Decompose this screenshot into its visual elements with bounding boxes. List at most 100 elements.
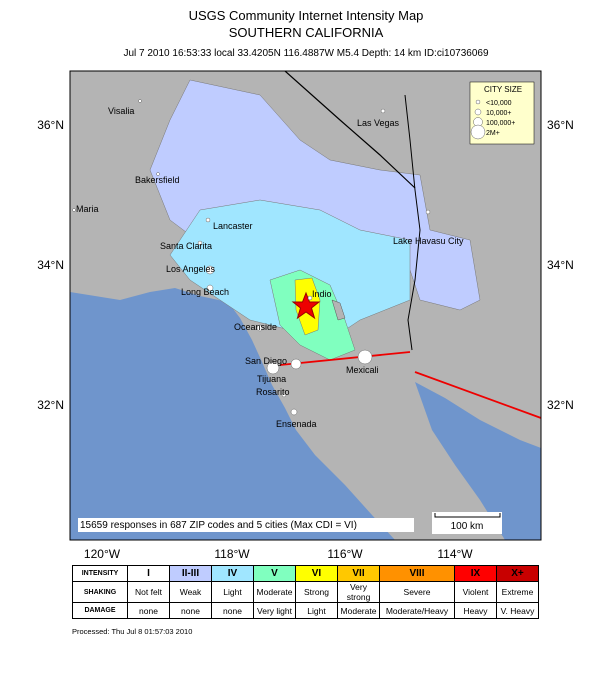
- city-marker: [290, 408, 298, 416]
- city-label: Oceanside: [234, 322, 277, 332]
- lat-label: 34°N: [37, 258, 64, 272]
- city-label: San Diego: [245, 356, 287, 366]
- city-marker: [290, 358, 302, 370]
- legend-cell: I: [127, 565, 170, 582]
- legend-cell: IX: [454, 565, 497, 582]
- state-border: [284, 71, 416, 189]
- city-label: Santa Clarita: [160, 241, 212, 251]
- legend-cell: none: [169, 602, 212, 619]
- legend-cell: X+: [496, 565, 539, 582]
- city-label: Los Angeles: [166, 264, 216, 274]
- size-symbol: [475, 99, 481, 105]
- city-label: Indio: [312, 289, 332, 299]
- city-marker: [156, 172, 160, 176]
- lat-label: 32°N: [37, 398, 64, 412]
- legend-cell: Moderate: [253, 581, 296, 603]
- legend-cell: Light: [211, 581, 254, 603]
- legend-row-label: DAMAGE: [72, 602, 128, 619]
- city-marker: [197, 240, 203, 246]
- subtitle: SOUTHERN CALIFORNIA: [229, 25, 384, 40]
- fault-line: [414, 371, 541, 419]
- city-marker: [425, 209, 431, 215]
- city-label: Visalia: [108, 106, 134, 116]
- city-marker: [256, 324, 264, 332]
- legend-cell: VI: [295, 565, 338, 582]
- city-label: Las Vegas: [357, 118, 400, 128]
- legend-cell: VIII: [379, 565, 455, 582]
- summary: 15659 responses in 687 ZIP codes and 5 c…: [80, 520, 357, 531]
- city-label: Lake Havasu City: [393, 236, 464, 246]
- legend-cell: Very light: [253, 602, 296, 619]
- legend-cell: V: [253, 565, 296, 582]
- legend-row: INTENSITY I II-III IV V VI VII VIII IX X+: [72, 565, 539, 582]
- city-label: Tijuana: [257, 374, 286, 384]
- city-label: Bakersfield: [135, 175, 180, 185]
- legend-cell: V. Heavy: [496, 602, 539, 619]
- size-label: 100,000+: [486, 120, 515, 127]
- size-label: 2M+: [486, 130, 500, 137]
- legend-cell: IV: [211, 565, 254, 582]
- legend-row-label: SHAKING: [72, 581, 128, 603]
- legend-cell: Weak: [169, 581, 212, 603]
- legend-cell: VII: [337, 565, 380, 582]
- lat-label: 34°N: [547, 258, 574, 272]
- scale-label: 100 km: [451, 521, 484, 532]
- city-label: Rosarito: [256, 387, 290, 397]
- ocean: [70, 288, 395, 540]
- city-marker: [138, 99, 142, 103]
- city-marker: [380, 108, 386, 114]
- map-area: [70, 71, 541, 540]
- city-label: Mexicali: [346, 365, 379, 375]
- legend-cell: Moderate/Heavy: [379, 602, 455, 619]
- summary-bg: [78, 518, 414, 532]
- size-symbol: [474, 108, 482, 116]
- legend-row: SHAKING Not felt Weak Light Moderate Strong Ve…: [72, 581, 539, 603]
- city-marker: [205, 265, 215, 275]
- salton-sea: [331, 299, 346, 321]
- city-label: Maria: [76, 204, 99, 214]
- city-marker: [72, 208, 76, 212]
- legend-cell: none: [211, 602, 254, 619]
- legend-cell: Strong: [295, 581, 338, 603]
- title: USGS Community Internet Intensity Map: [189, 8, 424, 23]
- city-marker: [281, 392, 287, 398]
- lat-label: 36°N: [547, 118, 574, 132]
- lat-label: 36°N: [37, 118, 64, 132]
- city-label: Lancaster: [213, 221, 253, 231]
- size-label: <10,000: [486, 100, 512, 107]
- city-marker: [205, 217, 211, 223]
- fault-line: [279, 351, 411, 366]
- legend-cell: Extreme: [496, 581, 539, 603]
- size-label: 10,000+: [486, 110, 512, 117]
- city-marker: [206, 284, 214, 292]
- city-marker: [266, 361, 280, 375]
- legend-cell: Heavy: [454, 602, 497, 619]
- legend-cell: none: [127, 602, 170, 619]
- legend-cell: Severe: [379, 581, 455, 603]
- city-size-title: CITY SIZE: [484, 85, 522, 94]
- city-marker: [357, 349, 373, 365]
- legend-row-label: INTENSITY: [72, 565, 128, 582]
- map-frame: [69, 70, 542, 541]
- legend-row: DAMAGE none none none Very light Light Moderat…: [72, 602, 539, 619]
- lat-label: 32°N: [547, 398, 574, 412]
- lon-label: 114°W: [437, 547, 473, 561]
- legend-cell: Very strong: [337, 581, 380, 603]
- legend-cell: Light: [295, 602, 338, 619]
- legend-cell: Moderate: [337, 602, 380, 619]
- legend-cell: Not felt: [127, 581, 170, 603]
- size-symbol: [470, 124, 486, 140]
- footer: Processed: Thu Jul 8 01:57:03 2010: [72, 627, 192, 636]
- intensity-legend: INTENSITY I II-III IV V VI VII VIII IX X+ SHAKING N…: [72, 565, 539, 619]
- gulf: [415, 382, 541, 540]
- river-border: [404, 94, 421, 351]
- legend-cell: II-III: [169, 565, 212, 582]
- info-line: Jul 7 2010 16:53:33 local 33.4205N 116.4…: [123, 48, 488, 59]
- lon-label: 116°W: [327, 547, 363, 561]
- city-marker: [307, 295, 313, 301]
- city-label: Long Beach: [181, 287, 229, 297]
- lon-label: 118°W: [214, 547, 250, 561]
- lon-label: 120°W: [84, 547, 121, 561]
